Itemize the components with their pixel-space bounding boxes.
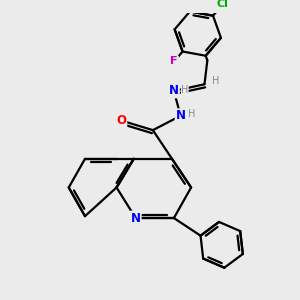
Text: N: N xyxy=(131,212,141,225)
Text: H: H xyxy=(188,110,195,119)
Text: F: F xyxy=(170,56,178,66)
Text: H: H xyxy=(212,76,219,86)
Text: N: N xyxy=(169,84,179,98)
Text: H: H xyxy=(181,85,188,94)
Text: N: N xyxy=(176,109,186,122)
Text: O: O xyxy=(116,114,126,127)
Text: Cl: Cl xyxy=(217,0,229,9)
